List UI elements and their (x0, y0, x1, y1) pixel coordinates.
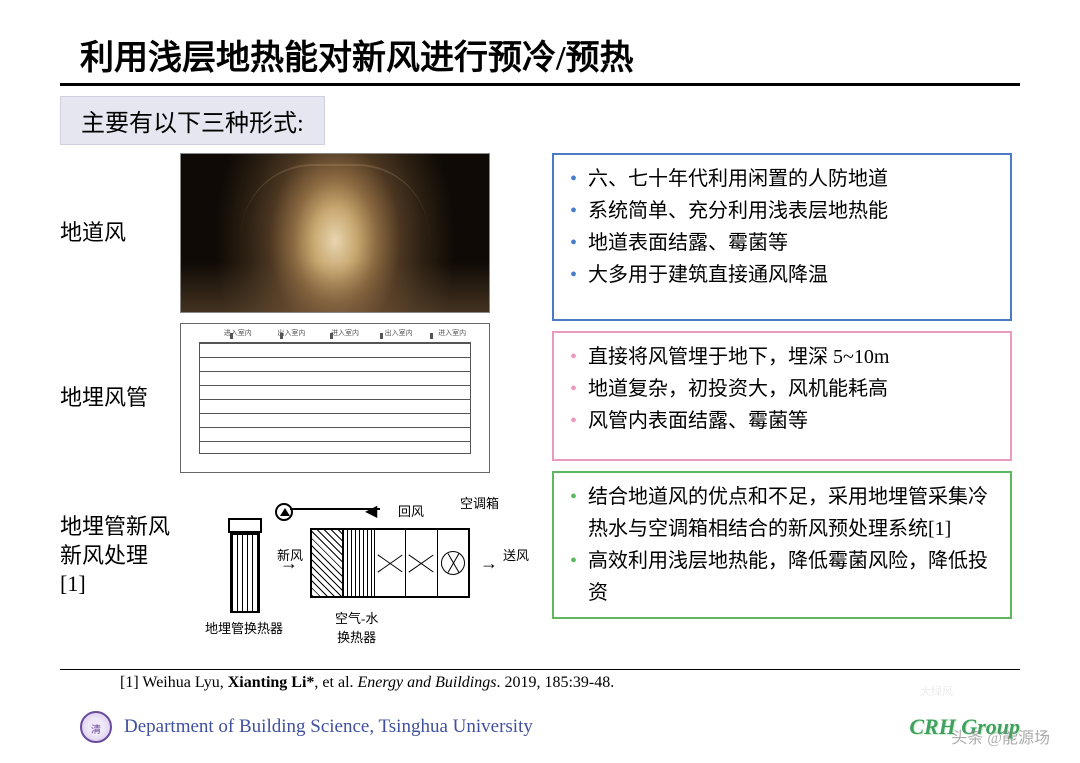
pump-icon (275, 503, 293, 521)
bullet: 直接将风管埋于地下，埋深 5~10m (568, 341, 996, 373)
label-supply-air: 送风 (503, 545, 529, 564)
left-column: 地道风 地埋风管 进入室内 出入室内 进入室内 出入室内 进入室内 (60, 153, 540, 663)
bullet: 高效利用浅层地热能，降低霉菌风险，降低投资 (568, 545, 996, 609)
label-buried-pipe: 地埋风管 (60, 384, 170, 413)
bullet: 地道表面结露、霉菌等 (568, 227, 996, 259)
bullet: 风管内表面结露、霉菌等 (568, 405, 996, 437)
watermark-icon: 大绿风 (920, 683, 960, 723)
citation: [1] Weihua Lyu, Xianting Li*, et al. Ene… (60, 669, 1020, 692)
info-box-ahu: 结合地道风的优点和不足，采用地埋管采集冷热水与空调箱相结合的新风预处理系统[1]… (552, 471, 1012, 619)
supply-air-arrow: → (480, 553, 498, 574)
label-ahu-box: 空调箱 (460, 493, 499, 512)
university-logo-icon (80, 711, 112, 743)
row-ahu: 地埋管新风新风处理[1] ◀ 回风 空调箱 (60, 483, 540, 643)
footer-left: Department of Building Science, Tsinghua… (80, 711, 533, 743)
label-ghe: 地埋管换热器 (205, 618, 283, 637)
label-coil: 空气-水 换热器 (335, 608, 378, 646)
tunnel-photo (180, 153, 490, 313)
return-arrow-icon: ◀ (365, 501, 377, 521)
label-ahu: 地埋管新风新风处理[1] (60, 513, 170, 599)
pipe-grid (199, 342, 471, 454)
pipe-diagram: 进入室内 出入室内 进入室内 出入室内 进入室内 (180, 323, 490, 473)
ahu-fan (438, 530, 468, 596)
ahu-diagram: ◀ 回风 空调箱 → 新风 → 送风 地埋管换热器 空气-水 换热 (180, 483, 540, 643)
ahu-section4 (406, 530, 437, 596)
info-box-pipe: 直接将风管埋于地下，埋深 5~10m 地道复杂，初投资大，风机能耗高 风管内表面… (552, 331, 1012, 461)
bullet: 结合地道风的优点和不足，采用地埋管采集冷热水与空调箱相结合的新风预处理系统[1] (568, 481, 996, 545)
watermark-text: 头条 @能源场 (951, 724, 1050, 748)
info-box-tunnel: 六、七十年代利用闲置的人防地道 系统简单、充分利用浅表层地热能 地道表面结露、霉… (552, 153, 1012, 321)
fan-icon (441, 551, 465, 575)
bullet: 大多用于建筑直接通风降温 (568, 259, 996, 291)
label-return-air: 回风 (398, 501, 424, 520)
ahu-filter (312, 530, 343, 596)
title-underline (60, 83, 1020, 86)
row-buried-pipe: 地埋风管 进入室内 出入室内 进入室内 出入室内 进入室内 (60, 323, 540, 473)
bullet: 系统简单、充分利用浅表层地热能 (568, 195, 996, 227)
slide-subtitle: 主要有以下三种形式: (60, 96, 325, 145)
ground-heat-exchanger (230, 533, 260, 613)
ahu-box (310, 528, 470, 598)
department-name: Department of Building Science, Tsinghua… (124, 716, 533, 738)
ghe-top (228, 518, 262, 533)
right-column: 六、七十年代利用闲置的人防地道 系统简单、充分利用浅表层地热能 地道表面结露、霉… (552, 153, 1012, 663)
content-area: 地道风 地埋风管 进入室内 出入室内 进入室内 出入室内 进入室内 (60, 153, 1020, 663)
ahu-section3 (375, 530, 406, 596)
slide-footer: Department of Building Science, Tsinghua… (80, 711, 1020, 743)
row-tunnel: 地道风 (60, 153, 540, 313)
slide-title: 利用浅层地热能对新风进行预冷/预热 (60, 30, 1020, 79)
bullet: 六、七十年代利用闲置的人防地道 (568, 163, 996, 195)
ahu-coil (343, 530, 374, 596)
presentation-slide: 利用浅层地热能对新风进行预冷/预热 主要有以下三种形式: 地道风 地埋风管 进入… (0, 0, 1080, 763)
bullet: 地道复杂，初投资大，风机能耗高 (568, 373, 996, 405)
label-tunnel: 地道风 (60, 219, 170, 248)
label-fresh-air: 新风 (277, 545, 303, 564)
